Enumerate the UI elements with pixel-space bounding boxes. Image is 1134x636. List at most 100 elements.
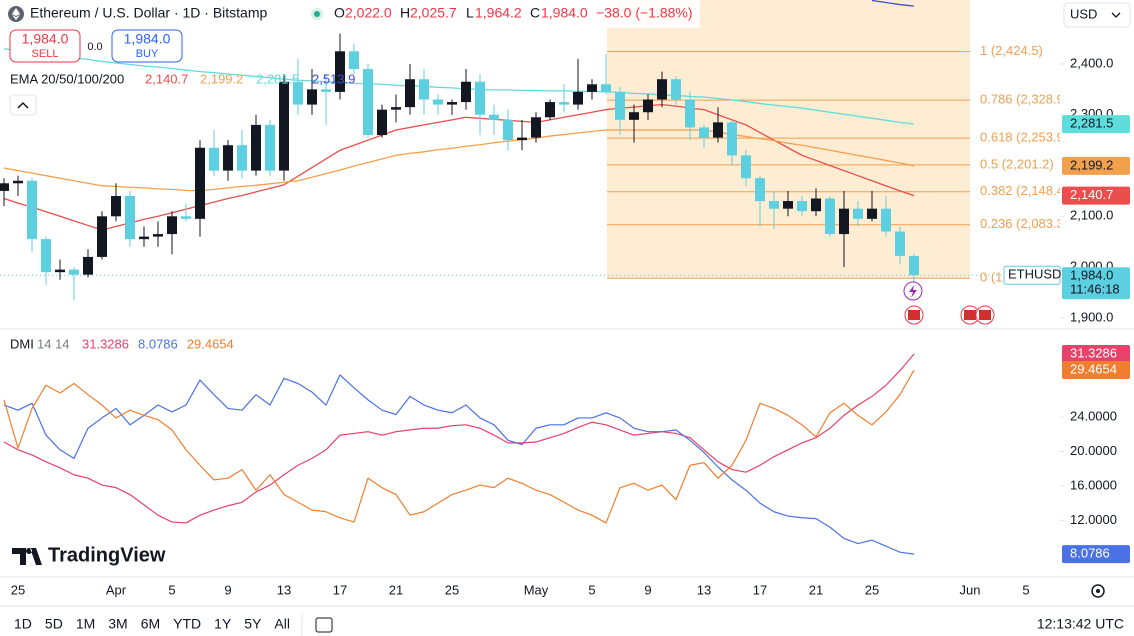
candle-body: [307, 89, 317, 105]
candle-body: [545, 102, 555, 118]
ema-badge: 2,281.5: [1070, 116, 1113, 131]
symbol-badge-bg: [1003, 265, 1061, 285]
sell-button[interactable]: [9, 29, 81, 63]
collapse-icon: [17, 101, 29, 109]
timeframe[interactable]: 1Y: [214, 616, 232, 632]
dmi-legend: DMI 14 14 31.3286 8.0786 29.4654: [10, 336, 234, 351]
last-price: 1,984.0: [1070, 268, 1113, 283]
trade-buttons: 1,984.0 SELL 0.0 1,984.0 BUY: [9, 29, 183, 63]
candle-body: [83, 256, 93, 275]
candle-body: [251, 124, 261, 171]
x-tick-label: Jun: [960, 582, 981, 597]
timeframe[interactable]: All: [274, 616, 290, 632]
ema-title: EMA 20/50/100/200: [10, 71, 124, 86]
candle-body: [321, 89, 331, 92]
candle-body: [517, 137, 527, 141]
flag: [908, 310, 920, 320]
candle-body: [363, 69, 373, 136]
candle-body: [531, 117, 541, 138]
dmi-value: 8.0786: [138, 336, 178, 351]
candle-body: [377, 109, 387, 136]
x-tick-label: 9: [644, 582, 651, 597]
candle-body: [209, 147, 219, 171]
candle-body: [125, 195, 135, 240]
candle-body: [643, 99, 653, 113]
candle-body: [853, 208, 863, 219]
candle-body: [657, 79, 667, 100]
candle-body: [671, 79, 681, 100]
ohlc-value: 2,022.0: [345, 5, 392, 21]
candle-body: [447, 102, 457, 105]
spread: 0.0: [87, 41, 102, 53]
candle-body: [433, 99, 443, 105]
dmi-pane: [3, 353, 915, 555]
candle-body: [475, 81, 485, 115]
calendar-icon[interactable]: [315, 617, 333, 633]
y-tick-label: 12.0000: [1070, 512, 1117, 527]
y-tick-label: 1,900.0: [1070, 309, 1113, 324]
fib-label: 0.236 (2,083.3: [980, 216, 1064, 231]
ema-badge-bg: [1062, 156, 1130, 175]
x-tick-label: 13: [697, 582, 711, 597]
x-tick-label: 9: [224, 582, 231, 597]
ema-line: [3, 103, 915, 231]
timeframe[interactable]: YTD: [173, 616, 201, 632]
collapse-button[interactable]: [9, 94, 37, 116]
candle-body: [559, 102, 569, 105]
bottom-toolbar: 12:13:42 UTC 1D 5D 1M 3M 6M YTD 1Y 5Y All: [14, 614, 1124, 636]
candle-body: [279, 81, 289, 171]
ema-value: 2,513.9: [312, 71, 355, 86]
candle-body: [237, 145, 247, 171]
ema-value: 2,281.5: [256, 71, 299, 86]
candle-body: [461, 81, 471, 103]
candle-body: [909, 255, 919, 276]
ema-value: 2,140.7: [145, 71, 188, 86]
x-tick-label: 25: [11, 582, 25, 597]
candle-body: [587, 84, 597, 92]
candle-body: [755, 178, 765, 202]
candle-body: [825, 198, 835, 235]
timeframe[interactable]: 1M: [76, 616, 95, 632]
x-tick-label: 25: [445, 582, 459, 597]
dmi-params: 14 14: [37, 336, 70, 351]
sell-price: 1,984.0: [22, 31, 69, 47]
candle-body: [811, 198, 821, 212]
timeframe[interactable]: 5D: [45, 616, 63, 632]
timeframe[interactable]: 1D: [14, 616, 32, 632]
candle-body: [629, 112, 639, 120]
timeframe[interactable]: 6M: [141, 616, 160, 632]
currency-box[interactable]: [1063, 2, 1131, 28]
candle-body: [881, 208, 891, 232]
candle-body: [13, 180, 23, 184]
candle-body: [713, 122, 723, 138]
fib-label: 0.786 (2,328.9: [980, 92, 1064, 107]
candle-body: [97, 216, 107, 257]
candle-body: [741, 155, 751, 179]
candle-body: [895, 231, 905, 256]
countdown: 11:46:18: [1070, 282, 1120, 297]
currency: USD: [1070, 6, 1097, 21]
timeframe[interactable]: 3M: [108, 616, 127, 632]
ema-line: [3, 129, 915, 192]
candle-body: [573, 91, 583, 105]
ohlc-key: O: [334, 5, 345, 21]
candle-body: [181, 216, 191, 219]
y-tick-label: 2,400.0: [1070, 55, 1113, 70]
timeframe[interactable]: 5Y: [244, 616, 262, 632]
x-tick-label: 13: [277, 582, 291, 597]
dmi-badge-bg: [1062, 344, 1130, 363]
settings-icon[interactable]: [1091, 584, 1105, 598]
candle-body: [265, 124, 275, 171]
symbol-badge: ETHUSD: [1008, 267, 1061, 282]
candle-body: [0, 183, 9, 191]
candle-body: [783, 201, 793, 209]
dmi-badge-bg: [1062, 545, 1130, 564]
buy-button[interactable]: [111, 29, 183, 63]
dmi-value: 29.4654: [187, 336, 234, 351]
dmi-badge: 31.3286: [1070, 345, 1117, 360]
dmi-line: [3, 353, 915, 524]
event-icons: [903, 281, 995, 325]
header: Ethereum / U.S. Dollar · 1D · Bitstamp O…: [0, 0, 700, 28]
candle-body: [797, 201, 807, 212]
